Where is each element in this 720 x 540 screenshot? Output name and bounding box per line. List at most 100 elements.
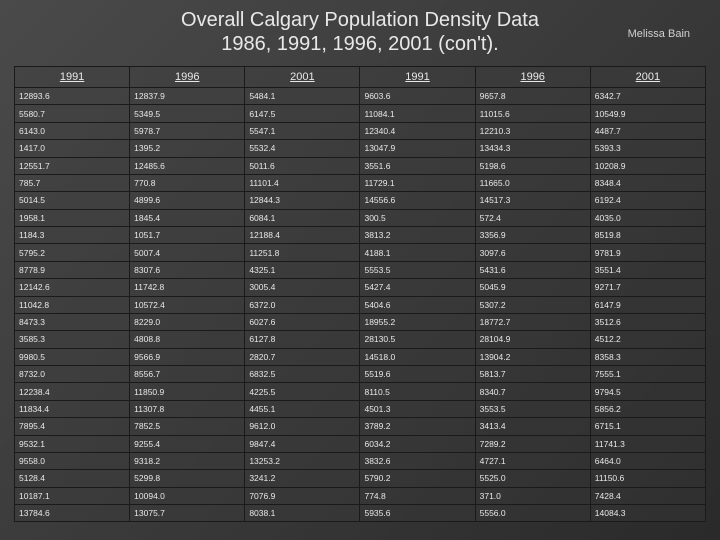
table-cell: 3413.4 [475,418,590,435]
table-cell: 4808.8 [130,331,245,348]
table-cell: 4455.1 [245,400,360,417]
column-header: 2001 [590,67,705,88]
table-cell: 3551.6 [360,157,475,174]
table-cell: 12837.9 [130,88,245,105]
table-cell: 11042.8 [15,296,130,313]
table-cell: 9255.4 [130,435,245,452]
table-row: 1184.31051.712188.43813.23356.98519.8 [15,227,706,244]
table-row: 12238.411850.94225.58110.58340.79794.5 [15,383,706,400]
table-cell: 9532.1 [15,435,130,452]
table-cell: 8358.3 [590,348,705,365]
table-cell: 6084.1 [245,209,360,226]
table-cell: 11150.6 [590,470,705,487]
table-cell: 9847.4 [245,435,360,452]
table-cell: 12893.6 [15,88,130,105]
table-cell: 5014.5 [15,192,130,209]
density-table: 199119962001199119962001 12893.612837.95… [14,66,706,522]
table-cell: 5935.6 [360,505,475,522]
table-cell: 5484.1 [245,88,360,105]
table-cell: 9558.0 [15,452,130,469]
table-cell: 18772.7 [475,313,590,330]
column-header: 1991 [360,67,475,88]
table-cell: 5519.6 [360,366,475,383]
table-cell: 12551.7 [15,157,130,174]
table-cell: 13434.3 [475,140,590,157]
table-row: 12551.712485.65011.63551.65198.610208.9 [15,157,706,174]
table-cell: 8110.5 [360,383,475,400]
table-cell: 300.5 [360,209,475,226]
table-cell: 5532.4 [245,140,360,157]
table-cell: 3832.6 [360,452,475,469]
table-cell: 5393.3 [590,140,705,157]
table-cell: 5553.5 [360,261,475,278]
table-cell: 10094.0 [130,487,245,504]
table-cell: 9318.2 [130,452,245,469]
table-row: 1417.01395.25532.413047.913434.35393.3 [15,140,706,157]
table-row: 785.7770.811101.411729.111665.08348.4 [15,174,706,191]
table-row: 10187.110094.07076.9774.8371.07428.4 [15,487,706,504]
table-cell: 3097.6 [475,244,590,261]
table-cell: 3813.2 [360,227,475,244]
table-row: 11042.810572.46372.05404.65307.26147.9 [15,296,706,313]
table-cell: 11742.8 [130,279,245,296]
table-row: 3585.34808.86127.828130.528104.94512.2 [15,331,706,348]
table-cell: 9603.6 [360,88,475,105]
table-cell: 8473.3 [15,313,130,330]
table-cell: 371.0 [475,487,590,504]
table-cell: 7895.4 [15,418,130,435]
table-cell: 9566.9 [130,348,245,365]
table-cell: 18955.2 [360,313,475,330]
table-cell: 8556.7 [130,366,245,383]
table-cell: 5427.4 [360,279,475,296]
table-cell: 1845.4 [130,209,245,226]
table-cell: 7555.1 [590,366,705,383]
table-row: 5014.54899.612844.314556.614517.36192.4 [15,192,706,209]
table-cell: 5299.8 [130,470,245,487]
table-row: 8732.08556.76832.55519.65813.77555.1 [15,366,706,383]
table-cell: 5790.2 [360,470,475,487]
table-cell: 5307.2 [475,296,590,313]
table-cell: 572.4 [475,209,590,226]
table-cell: 9271.7 [590,279,705,296]
table-cell: 10549.9 [590,105,705,122]
table-cell: 12340.4 [360,122,475,139]
table-row: 13784.613075.78038.15935.65556.014084.3 [15,505,706,522]
table-cell: 11251.8 [245,244,360,261]
table-cell: 12238.4 [15,383,130,400]
table-cell: 5580.7 [15,105,130,122]
column-header: 1991 [15,67,130,88]
table-cell: 3356.9 [475,227,590,244]
table-cell: 5198.6 [475,157,590,174]
table-cell: 11015.6 [475,105,590,122]
table-cell: 13904.2 [475,348,590,365]
table-cell: 5128.4 [15,470,130,487]
table-cell: 8307.6 [130,261,245,278]
table-row: 1958.11845.46084.1300.5572.44035.0 [15,209,706,226]
table-cell: 1417.0 [15,140,130,157]
table-cell: 3585.3 [15,331,130,348]
table-row: 8473.38229.06027.618955.218772.73512.6 [15,313,706,330]
table-cell: 4727.1 [475,452,590,469]
table-cell: 5813.7 [475,366,590,383]
table-cell: 1051.7 [130,227,245,244]
table-row: 9532.19255.49847.46034.27289.211741.3 [15,435,706,452]
table-row: 5128.45299.83241.25790.25525.011150.6 [15,470,706,487]
table-row: 12142.611742.83005.45427.45045.99271.7 [15,279,706,296]
table-cell: 12844.3 [245,192,360,209]
table-cell: 4501.3 [360,400,475,417]
table-cell: 13784.6 [15,505,130,522]
table-cell: 5011.6 [245,157,360,174]
table-cell: 10208.9 [590,157,705,174]
table-cell: 6147.9 [590,296,705,313]
table-cell: 13075.7 [130,505,245,522]
table-cell: 7076.9 [245,487,360,504]
table-cell: 3241.2 [245,470,360,487]
table-cell: 5556.0 [475,505,590,522]
table-cell: 6127.8 [245,331,360,348]
table-cell: 1184.3 [15,227,130,244]
table-cell: 8229.0 [130,313,245,330]
table-cell: 5045.9 [475,279,590,296]
table-cell: 4188.1 [360,244,475,261]
table-cell: 1395.2 [130,140,245,157]
table-cell: 12210.3 [475,122,590,139]
